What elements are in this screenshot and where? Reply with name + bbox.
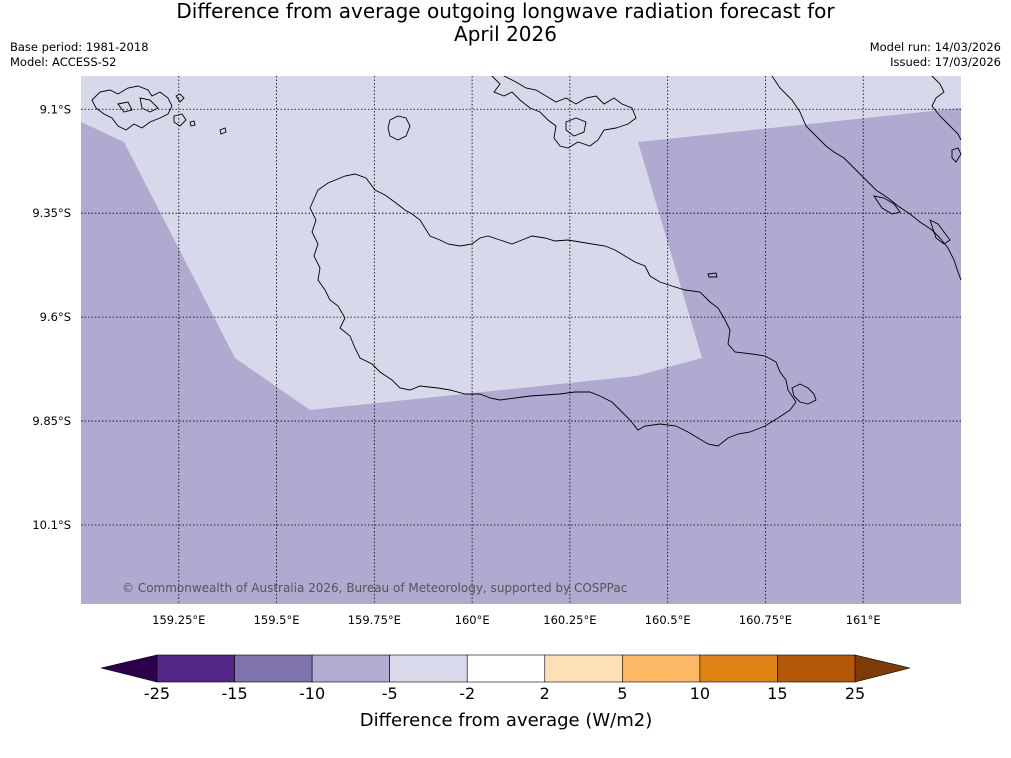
chart-title: Difference from average outgoing longwav…: [0, 0, 1011, 46]
longitude-label: 160.75°E: [739, 613, 792, 627]
meta-right: Model run: 14/03/2026 Issued: 17/03/2026: [870, 40, 1001, 70]
florida-islands-detail: [565, 117, 587, 137]
model-name: Model: ACCESS-S2: [10, 55, 117, 69]
colorbar-box: [544, 654, 623, 683]
latitude-label: 9.6°S: [40, 310, 71, 324]
longitude-label: 161°E: [846, 613, 881, 627]
colorbar-tick-label: -10: [299, 684, 325, 703]
malaita-coastline: [771, 75, 962, 281]
colorbar-tick-label: 25: [845, 684, 865, 703]
meta-left: Base period: 1981-2018 Model: ACCESS-S2: [10, 40, 149, 70]
colorbar-box: [466, 654, 546, 683]
colorbar-over-arrow: [854, 654, 911, 683]
colorbar-tick-label: 10: [690, 684, 710, 703]
coastlines: [91, 75, 962, 447]
latitude-label: 9.1°S: [40, 102, 71, 116]
colorbar-box: [622, 654, 701, 683]
latitude-label: 9.35°S: [32, 206, 71, 220]
islet-west-3: [219, 127, 227, 135]
longitude-label: 160.25°E: [543, 613, 596, 627]
colorbar-tick-label: 5: [617, 684, 627, 703]
model-run: Model run: 14/03/2026: [869, 40, 1001, 54]
islet-west-4: [189, 120, 196, 127]
colorbar-box: [699, 654, 778, 683]
shading-region-minus5-to-minus2: [81, 76, 961, 410]
colorbar-tick-label: -2: [459, 684, 475, 703]
colorbar-box: [389, 654, 468, 683]
savo-island-coastline: [387, 115, 411, 141]
colorbar-boxes: [156, 654, 856, 683]
colorbar-title: Difference from average (W/m2): [360, 710, 652, 731]
colorbar-tick-labels: -25 -15 -10 -5 -2 2 5 10 15 25: [144, 684, 865, 703]
colorbar-tick-label: -15: [221, 684, 247, 703]
longitude-label: 159.75°E: [348, 613, 401, 627]
malaita-islets: [929, 147, 962, 245]
graticule: [81, 76, 961, 604]
longitude-label: 160.5°E: [645, 613, 691, 627]
russell-islands-detail: [117, 97, 159, 113]
malaita-north-coastline: [931, 75, 962, 141]
map-panel: [81, 75, 962, 604]
longitude-label: 160°E: [455, 613, 490, 627]
longitude-label: 159.5°E: [254, 613, 300, 627]
islet-west-2: [173, 113, 187, 127]
colorbar-box: [777, 654, 856, 683]
colorbar: -25 -15 -10 -5 -2 2 5 10 15 25 Difference from av…: [100, 654, 911, 731]
colorbar-tick-label: -5: [382, 684, 398, 703]
colorbar-box: [234, 654, 313, 683]
russell-islands-coastline: [91, 85, 173, 131]
title-line-2: April 2026: [454, 22, 557, 46]
latitude-label: 9.85°S: [32, 414, 71, 428]
longitude-label: 159.25°E: [152, 613, 205, 627]
colorbar-under-arrow: [100, 654, 158, 683]
colorbar-box: [311, 654, 390, 683]
marau-islets-coastline: [791, 383, 817, 405]
title-line-1: Difference from average outgoing longwav…: [176, 0, 835, 23]
base-period: Base period: 1981-2018: [10, 40, 149, 54]
issued-date: Issued: 17/03/2026: [890, 55, 1001, 69]
guadalcanal-coastline: [309, 173, 797, 447]
maramasike-coastline: [873, 195, 901, 215]
colorbar-tick-label: 15: [767, 684, 787, 703]
latitude-label: 10.1°S: [32, 518, 71, 532]
longitude-labels: 159.25°E 159.5°E 159.75°E 160°E 160.25°E 160.…: [152, 613, 881, 627]
colorbar-box: [156, 654, 235, 683]
colorbar-tick-label: 2: [540, 684, 550, 703]
islet-east-coastline: [707, 272, 718, 278]
florida-islands-coastline: [491, 75, 637, 149]
colorbar-tick-label: -25: [144, 684, 170, 703]
latitude-labels: 9.1°S 9.35°S 9.6°S 9.85°S 10.1°S: [32, 102, 71, 532]
copyright-notice: © Commonwealth of Australia 2026, Bureau…: [122, 581, 627, 595]
